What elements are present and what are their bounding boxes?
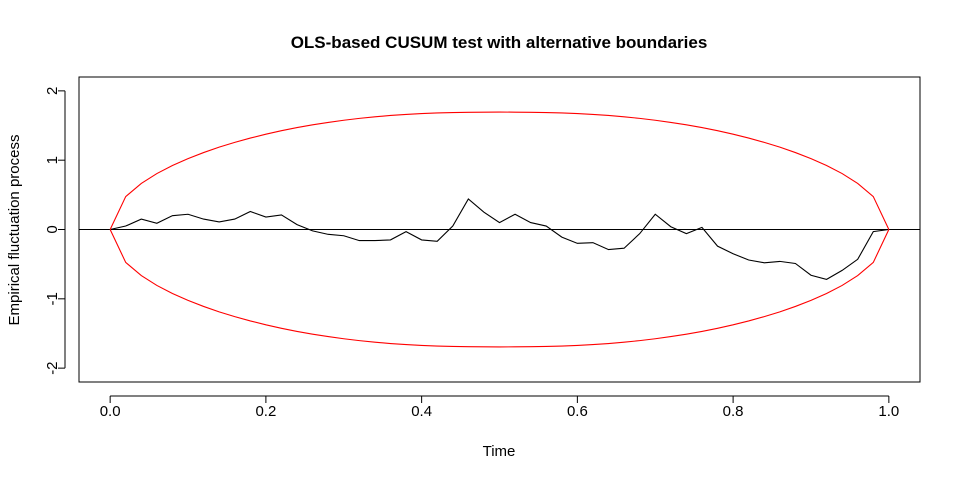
- x-tick-label: 0.2: [255, 403, 276, 420]
- x-tick-label: 0.8: [723, 403, 744, 420]
- y-axis: -2 -1 0 1 2: [44, 87, 66, 375]
- upper-boundary-line: [109, 111, 890, 230]
- y-axis-label: Empirical fluctuation process: [6, 135, 23, 326]
- x-axis-label: Time: [483, 443, 516, 460]
- x-tick-label: 1.0: [878, 403, 899, 420]
- series-layer: [109, 111, 890, 348]
- x-tick-label: 0.0: [100, 403, 121, 420]
- x-tick-label: 0.4: [411, 403, 432, 420]
- y-tick-label: -1: [44, 292, 61, 305]
- x-axis: 0.0 0.2 0.4 0.6 0.8 1.0: [100, 395, 899, 420]
- y-tick-label: -2: [44, 361, 61, 374]
- lower-boundary-line: [109, 229, 890, 348]
- x-tick-label: 0.6: [567, 403, 588, 420]
- y-tick-label: 2: [44, 87, 61, 95]
- y-tick-label: 0: [44, 225, 61, 233]
- chart-title: OLS-based CUSUM test with alternative bo…: [291, 33, 708, 52]
- fluctuation-process-line: [110, 198, 889, 281]
- y-tick-label: 1: [44, 156, 61, 164]
